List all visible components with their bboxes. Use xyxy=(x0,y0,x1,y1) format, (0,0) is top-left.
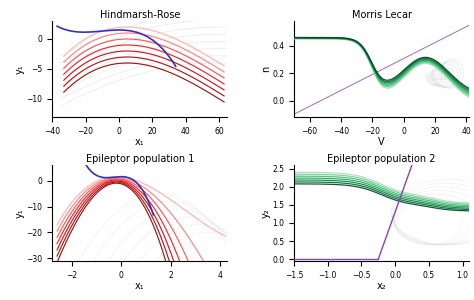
X-axis label: x₁: x₁ xyxy=(135,281,145,291)
Title: Hindmarsh-Rose: Hindmarsh-Rose xyxy=(100,10,180,20)
X-axis label: x₁: x₁ xyxy=(135,137,145,147)
Y-axis label: y₁: y₁ xyxy=(15,64,25,74)
Title: Epileptor population 2: Epileptor population 2 xyxy=(328,154,436,164)
X-axis label: x₂: x₂ xyxy=(377,281,386,291)
Y-axis label: y₁: y₁ xyxy=(15,208,25,218)
Title: Epileptor population 1: Epileptor population 1 xyxy=(86,154,194,164)
Title: Morris Lecar: Morris Lecar xyxy=(352,10,411,20)
Y-axis label: y₂: y₂ xyxy=(261,208,271,218)
Y-axis label: n: n xyxy=(261,66,271,72)
X-axis label: V: V xyxy=(378,137,385,147)
